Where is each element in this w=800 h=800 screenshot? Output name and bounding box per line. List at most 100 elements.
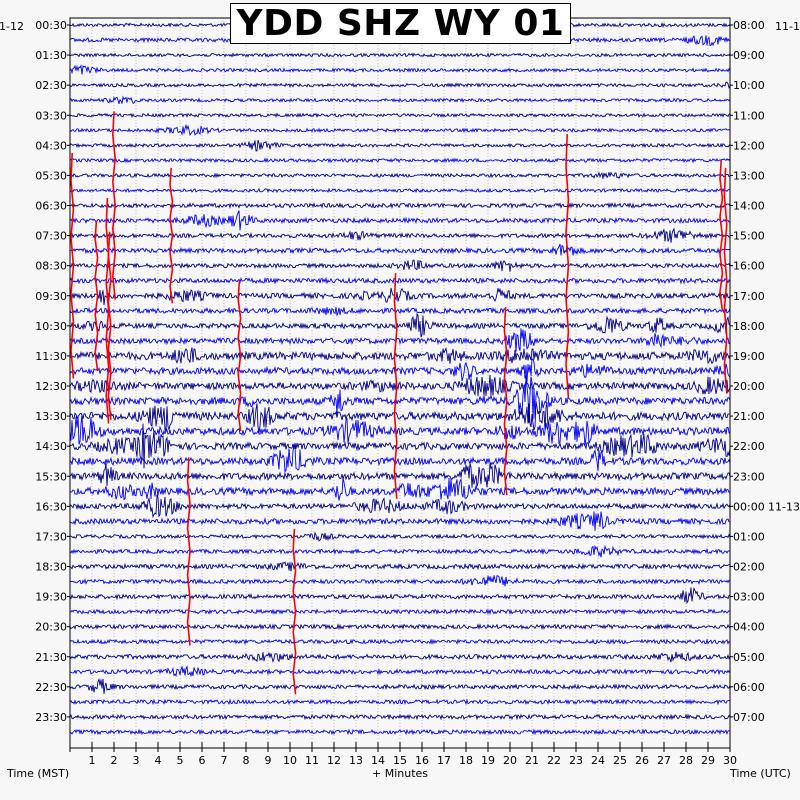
left-tick-label: 21:30 (35, 651, 67, 664)
trace-line (69, 477, 731, 501)
x-tick-label: 14 (371, 754, 385, 767)
event-spike (723, 167, 728, 394)
trace-line (69, 586, 731, 605)
left-tick-label: 05:30 (35, 169, 67, 182)
x-tick-label: 3 (133, 754, 140, 767)
right-tick-label: 00:00 (733, 500, 765, 513)
left-tick-label: 23:30 (35, 711, 67, 724)
x-tick-label: 30 (723, 754, 737, 767)
left-tick-label: 18:30 (35, 561, 67, 574)
right-tick-label: 07:00 (733, 711, 765, 724)
x-tick-label: 1 (89, 754, 96, 767)
trace-line (69, 276, 731, 285)
trace-line (69, 358, 731, 383)
trace-line (69, 306, 731, 317)
trace-line (69, 423, 731, 469)
trace-line (69, 123, 731, 136)
left-tick-label: 22:30 (35, 681, 67, 694)
right-tick-label: 16:00 (733, 260, 765, 273)
right-tick-label: 11:00 (733, 109, 765, 122)
x-tick-label: 25 (613, 754, 627, 767)
x-tick-label: 23 (569, 754, 583, 767)
trace-line (69, 157, 731, 164)
left-axis-label: Time (MST) (7, 767, 70, 780)
right-tick-label: 23:00 (733, 470, 765, 483)
right-tick-label: 13:00 (733, 169, 765, 182)
right-date-rollover-label: 11-13 (768, 500, 800, 513)
trace-line (69, 81, 731, 89)
trace-line (69, 665, 731, 678)
right-tick-label: 22:00 (733, 440, 765, 453)
left-date-label: 11-12 (0, 20, 24, 33)
event-spike (237, 280, 242, 432)
x-tick-label: 28 (679, 754, 693, 767)
trace-line (69, 728, 731, 736)
x-tick-label: 16 (415, 754, 429, 767)
event-spike (503, 306, 508, 496)
trace-line (69, 312, 731, 338)
left-tick-label: 13:30 (35, 410, 67, 423)
trace-line (69, 608, 731, 616)
event-spike (186, 457, 191, 646)
trace-line (69, 64, 731, 75)
event-spike (565, 134, 570, 398)
left-tick-label: 00:30 (35, 19, 67, 32)
event-spike (719, 160, 724, 311)
x-tick-label: 4 (155, 754, 162, 767)
chart-title: YDD SHZ WY 01 (230, 3, 571, 44)
trace-line (70, 112, 731, 118)
x-tick-label: 7 (221, 754, 228, 767)
x-tick-label: 17 (437, 754, 451, 767)
trace-line (69, 623, 731, 631)
left-tick-label: 10:30 (35, 320, 67, 333)
trace-line (69, 95, 731, 105)
x-tick-label: 20 (503, 754, 517, 767)
x-tick-label: 29 (701, 754, 715, 767)
trace-line (69, 678, 731, 695)
trace-line (69, 414, 731, 447)
left-tick-label: 14:30 (35, 440, 67, 453)
left-tick-label: 02:30 (35, 79, 67, 92)
trace-line (69, 462, 731, 488)
left-tick-label: 19:30 (35, 591, 67, 604)
right-tick-label: 12:00 (733, 139, 765, 152)
trace-line (69, 201, 731, 209)
trace-line (69, 698, 731, 706)
x-tick-label: 21 (525, 754, 539, 767)
x-tick-label: 19 (481, 754, 495, 767)
x-tick-label: 15 (393, 754, 407, 767)
x-tick-label: 10 (283, 754, 297, 767)
x-tick-label: 12 (327, 754, 341, 767)
trace-line (69, 544, 731, 558)
trace-line (69, 52, 731, 58)
x-axis-ticks: 1 2 3 4 5 6 7 8 9 10 11 12 13 14 15 16 17 18 19 20 21 22 23 24 2… (69, 742, 737, 767)
left-tick-label: 04:30 (35, 139, 67, 152)
right-tick-label: 03:00 (733, 591, 765, 604)
x-tick-label: 9 (265, 754, 272, 767)
left-tick-label: 03:30 (35, 109, 67, 122)
left-tick-label: 12:30 (35, 380, 67, 393)
x-tick-label: 5 (177, 754, 184, 767)
left-tick-label: 15:30 (35, 470, 67, 483)
x-tick-label: 18 (459, 754, 473, 767)
x-tick-label: 22 (547, 754, 561, 767)
trace-line (69, 375, 731, 423)
trace-line (69, 227, 731, 243)
event-spike (169, 167, 174, 304)
right-tick-label: 01:00 (733, 530, 765, 543)
trace-lines (69, 18, 731, 736)
trace-line (69, 401, 731, 433)
left-tick-label: 16:30 (35, 500, 67, 513)
right-date-label: 11-12 (775, 20, 800, 33)
x-tick-label: 13 (349, 754, 363, 767)
trace-line (69, 187, 731, 194)
left-tick-label: 06:30 (35, 200, 67, 213)
right-tick-label: 18:00 (733, 320, 765, 333)
right-tick-label: 05:00 (733, 651, 765, 664)
y-axis-ticks: 00:30 01:30 02:30 03:30 04:30 05:30 06:30 07:30… (35, 19, 800, 724)
right-tick-label: 15:00 (733, 230, 765, 243)
right-tick-label: 06:00 (733, 681, 765, 694)
trace-line (69, 243, 731, 256)
trace-line (69, 494, 731, 519)
